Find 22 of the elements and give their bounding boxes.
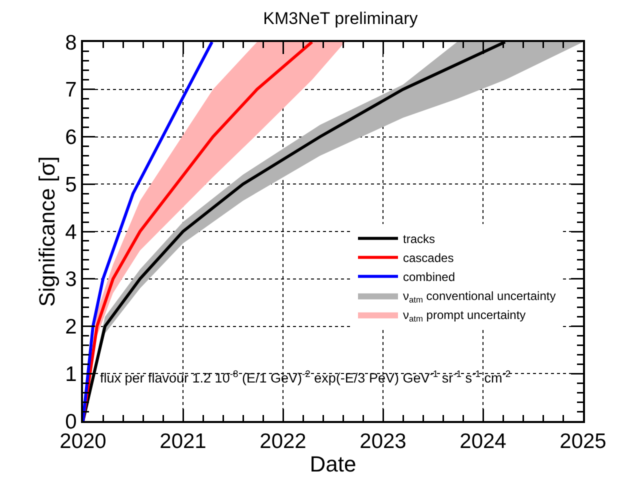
x-tick-label: 2024 [460,430,507,454]
y-tick-label: 3 [65,268,77,292]
x-tick-label: 2023 [360,430,406,454]
x-tick-label: 2021 [160,430,206,454]
y-tick-label: 4 [65,220,78,244]
x-tick-label: 2025 [560,430,606,454]
y-tick-label: 5 [65,173,77,196]
y-tick-label: 6 [65,126,77,150]
y-axis-title: Significance [σ] [34,156,60,307]
x-axis-title: Date [310,452,356,477]
legend-label: ν$_{atm}$ conventional uncertainty [403,289,556,305]
y-tick-label: 7 [65,78,77,102]
chart-title: KM3NeT preliminary [263,9,418,28]
y-tick-label: 2 [65,316,77,339]
x-tick-label: 2022 [260,430,306,454]
legend-label: tracks [403,232,436,246]
legend-label: combined [403,270,456,284]
legend-label: cascades [403,251,454,266]
y-tick-label: 8 [65,31,77,54]
legend-label: ν$_{atm}$ prompt uncertainty [403,308,526,324]
y-tick-label: 1 [65,362,77,386]
line-series [83,42,214,421]
